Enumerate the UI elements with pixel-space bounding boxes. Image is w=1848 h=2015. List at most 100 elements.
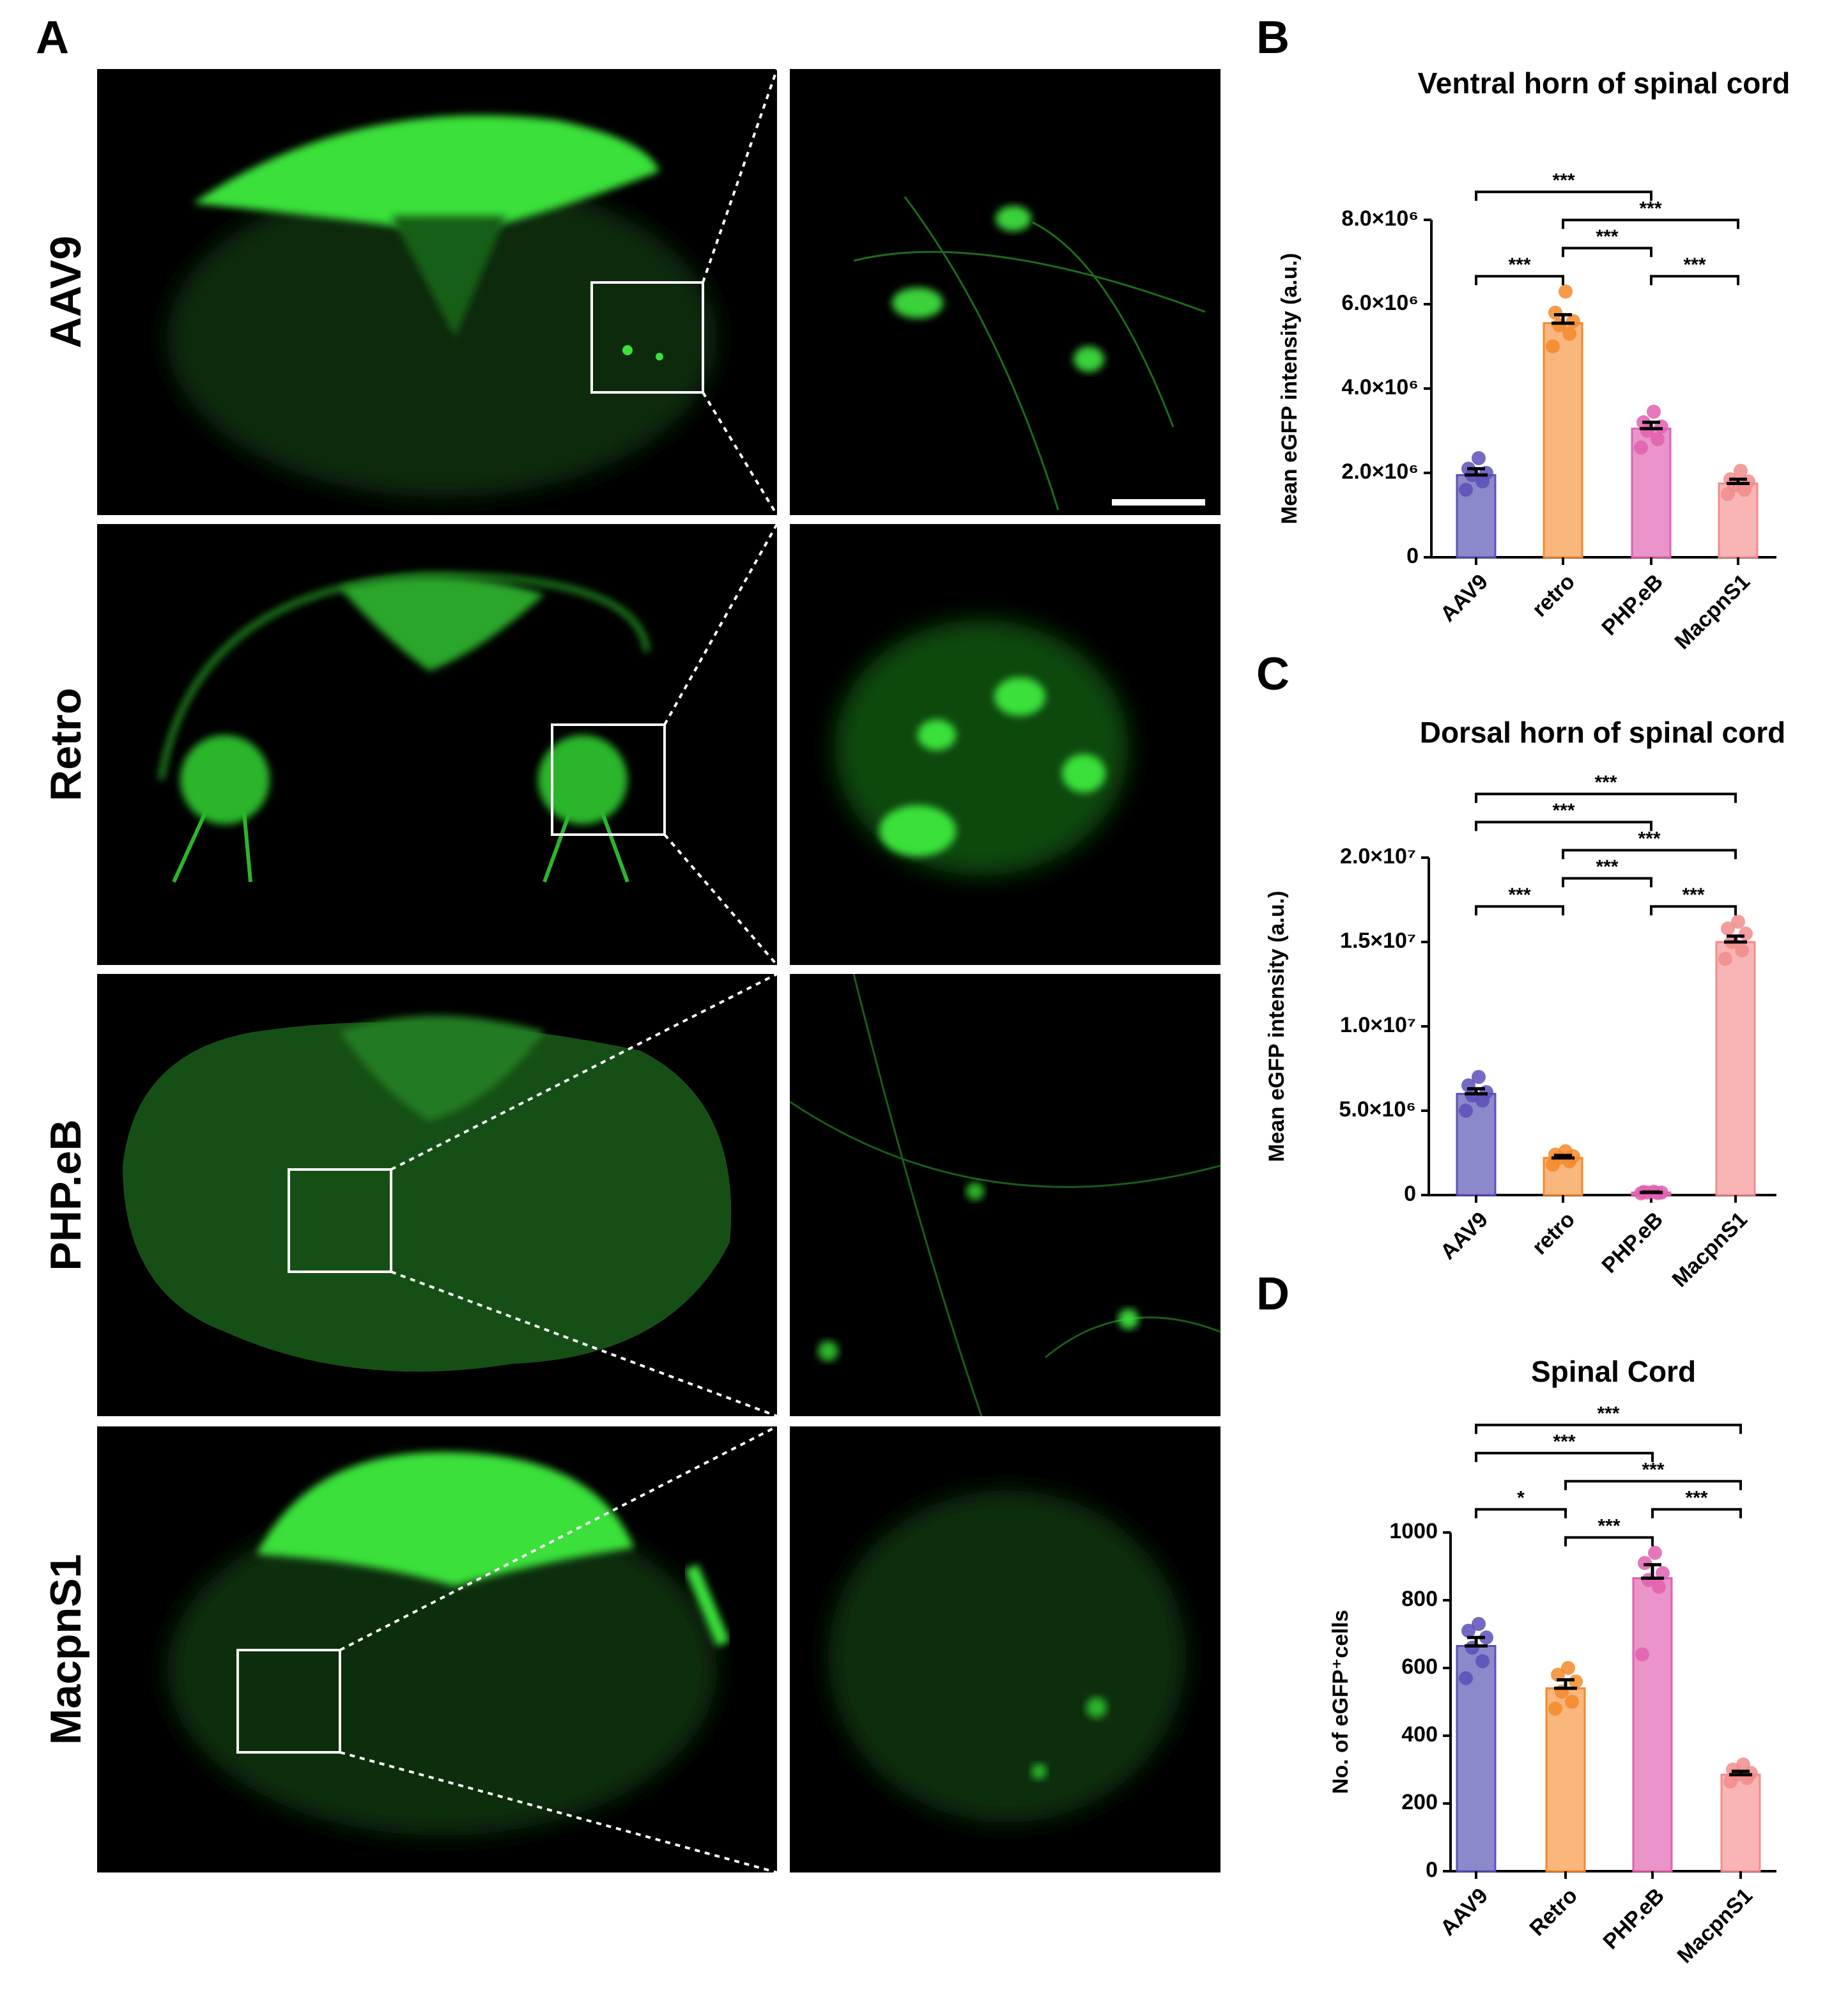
data-point: [1459, 1671, 1473, 1685]
micrograph-zoom: [790, 1426, 1220, 1872]
micrograph: [97, 1426, 777, 1872]
y-tick-label: 0: [1406, 544, 1419, 568]
data-point: [1731, 915, 1745, 929]
error-bar: [1465, 1635, 1488, 1648]
y-tick-label: 1.0×10⁷: [1340, 1013, 1416, 1037]
x-tick-label: PHP.eB: [1597, 569, 1668, 640]
significance-label: ***: [1598, 1516, 1620, 1537]
error-bar: [1465, 467, 1488, 477]
y-tick-label: 0: [1404, 1182, 1416, 1206]
significance-label: ***: [1639, 198, 1661, 219]
row-label: AAV9: [42, 236, 90, 348]
y-tick-label: 200: [1401, 1790, 1438, 1814]
y-tick-label: 0: [1426, 1858, 1438, 1882]
micrograph-zoom: [790, 524, 1220, 965]
bar: [1632, 1577, 1673, 1872]
significance-label: ***: [1597, 1403, 1619, 1424]
row-label: PHP.eB: [42, 1120, 90, 1271]
significance-bracket: [1564, 1536, 1654, 1547]
y-tick-label: 1.5×10⁷: [1340, 929, 1416, 953]
x-tick-label: retro: [1527, 1207, 1580, 1260]
data-point: [1735, 943, 1749, 958]
micrograph-zoom: [790, 974, 1220, 1416]
data-point: [1459, 483, 1473, 497]
chart-title: Dorsal horn of spinal cord: [1420, 716, 1786, 749]
data-point: [1562, 327, 1576, 341]
error-bar: [1729, 1770, 1752, 1777]
data-point: [1634, 440, 1648, 455]
error-bar: [1640, 1190, 1663, 1194]
panel-label: A: [36, 12, 69, 63]
error-bar: [1641, 1563, 1664, 1580]
significance-label: ***: [1553, 1432, 1575, 1453]
y-tick-label: 8.0×10⁶: [1341, 206, 1419, 231]
x-tick-label: MacpnS1: [1670, 569, 1755, 654]
significance-label: ***: [1594, 772, 1617, 793]
significance-bracket: [1475, 275, 1564, 286]
significance-label: ***: [1508, 884, 1530, 906]
error-bar: [1640, 421, 1663, 431]
bar: [1543, 322, 1583, 559]
data-point: [1635, 1647, 1649, 1662]
significance-bracket: [1475, 1508, 1567, 1518]
data-point: [1569, 1674, 1583, 1689]
data-point: [1721, 921, 1735, 936]
data-point: [1739, 926, 1753, 941]
significance-bracket: [1475, 190, 1652, 201]
y-tick-label: 5.0×10⁶: [1339, 1097, 1416, 1122]
significance-bracket: [1562, 247, 1652, 258]
data-point: [1565, 1695, 1579, 1709]
data-point: [1736, 1757, 1750, 1772]
data-point: [1548, 305, 1562, 320]
significance-label: ***: [1508, 254, 1530, 275]
y-tick-label: 1000: [1389, 1519, 1438, 1543]
significance-label: ***: [1552, 800, 1575, 821]
data-point: [1652, 1579, 1666, 1594]
data-point: [1718, 952, 1732, 966]
error-bar: [1554, 1678, 1577, 1690]
significance-label: ***: [1638, 828, 1660, 849]
x-tick-label: Retro: [1525, 1883, 1582, 1941]
significance-label: ***: [1552, 170, 1575, 191]
significance-label: ***: [1596, 856, 1618, 877]
data-point: [1647, 405, 1661, 419]
x-tick-label: PHP.eB: [1597, 1207, 1668, 1278]
significance-bracket: [1475, 821, 1652, 831]
y-axis-label: No. of eGFP⁺cells: [1328, 1610, 1353, 1794]
data-point: [1548, 1701, 1562, 1716]
significance-bracket: [1475, 792, 1737, 803]
micrograph: [97, 974, 777, 1416]
data-point: [1475, 1654, 1490, 1669]
data-point: [1559, 284, 1573, 299]
significance-bracket: [1475, 1423, 1742, 1434]
data-point: [1561, 1661, 1575, 1675]
data-point: [1734, 463, 1748, 478]
error-bar: [1552, 1154, 1575, 1160]
x-tick-label: AAV9: [1436, 1207, 1493, 1264]
x-tick-label: AAV9: [1436, 1883, 1493, 1940]
zoom-line: [390, 973, 778, 1417]
significance-bracket: [1562, 877, 1652, 888]
bar: [1715, 941, 1756, 1196]
micrograph-zoom: [790, 69, 1220, 515]
zoom-line: [339, 1425, 778, 1874]
y-tick-label: 600: [1401, 1655, 1438, 1679]
significance-bracket: [1562, 849, 1737, 860]
data-point: [1651, 432, 1665, 447]
data-point: [1472, 451, 1486, 465]
bar: [1720, 1773, 1761, 1872]
data-point: [1546, 339, 1560, 353]
chart-title: Ventral horn of spinal cord: [1418, 66, 1790, 100]
panel-label: B: [1256, 12, 1290, 63]
chart-title: Spinal Cord: [1531, 1355, 1696, 1388]
y-tick-label: 4.0×10⁶: [1341, 375, 1419, 399]
data-point: [1648, 1545, 1662, 1560]
zoom-box: [590, 281, 704, 394]
micrograph: [97, 524, 777, 965]
bar: [1545, 1687, 1586, 1872]
y-tick-label: 400: [1401, 1722, 1438, 1747]
significance-label: ***: [1685, 1488, 1707, 1509]
panel-label: D: [1256, 1269, 1290, 1320]
